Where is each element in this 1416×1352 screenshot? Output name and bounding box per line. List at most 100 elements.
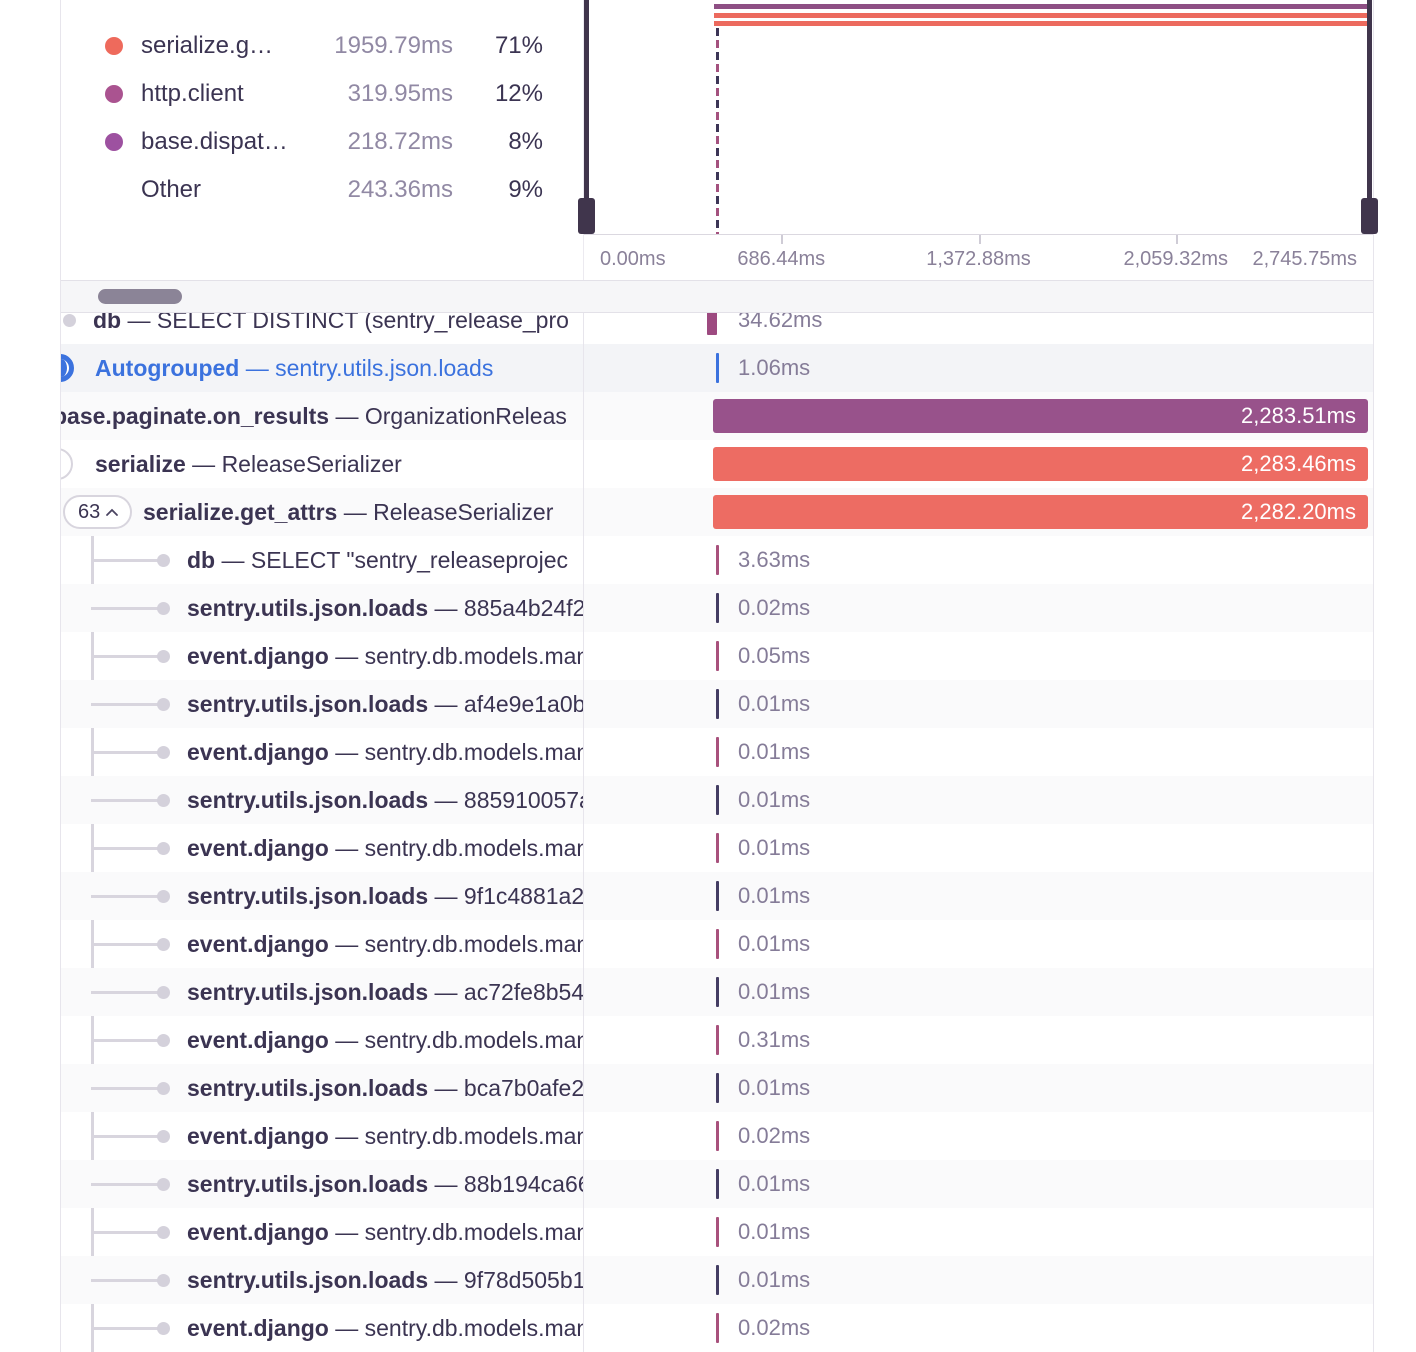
tree-node-dot	[63, 314, 76, 327]
span-bar[interactable]	[716, 785, 719, 815]
span-duration-cell: 0.05ms	[584, 632, 1373, 680]
span-row[interactable]: Autogrouped — sentry.utils.json.loads 1.0…	[61, 344, 1373, 392]
span-bar[interactable]	[716, 833, 719, 863]
minimap-span-line	[714, 4, 1368, 9]
span-bar[interactable]: 2,283.51ms	[713, 399, 1368, 433]
legend-item: http.client 319.95ms 12%	[61, 70, 583, 118]
span-duration: 0.01ms	[738, 1171, 811, 1196]
span-count-pill[interactable]: 63	[63, 495, 133, 529]
span-label: event.django — sentry.db.models.manager	[187, 1123, 583, 1149]
span-op: event.django	[187, 1123, 329, 1149]
span-row[interactable]: event.django — sentry.db.models.manager 0…	[61, 920, 1373, 968]
minimap-span-line	[714, 13, 1368, 18]
tree-node-dot	[157, 650, 170, 663]
span-row[interactable]: event.django — sentry.db.models.manager 0…	[61, 1112, 1373, 1160]
legend-dot-icon	[105, 133, 123, 151]
autogroup-icon[interactable]	[61, 354, 74, 382]
span-row[interactable]: event.django — sentry.db.models.manager 0…	[61, 1016, 1373, 1064]
tree-node-dot	[157, 890, 170, 903]
span-bar[interactable]	[716, 593, 719, 623]
minimap-right-handle[interactable]	[1361, 0, 1378, 234]
span-duration-cell: 0.01ms	[584, 824, 1373, 872]
span-row[interactable]: 63 serialize.get_attrs — ReleaseSerialize…	[61, 488, 1373, 536]
span-duration: 0.01ms	[738, 787, 811, 812]
span-op: sentry.utils.json.loads	[187, 691, 429, 717]
span-row[interactable]: base.paginate.on_results — OrganizationR…	[61, 392, 1373, 440]
span-bar[interactable]	[716, 1313, 719, 1343]
span-row[interactable]: event.django — sentry.db.models.manager 0…	[61, 1208, 1373, 1256]
span-row[interactable]: sentry.utils.json.loads — ac72fe8b54f1 0.…	[61, 968, 1373, 1016]
span-duration-cell: 0.01ms	[584, 968, 1373, 1016]
span-description-cell: sentry.utils.json.loads — 885910057abc	[61, 776, 584, 824]
axis-tick-mark	[1175, 235, 1178, 244]
span-label: base.paginate.on_results — OrganizationR…	[61, 392, 567, 440]
span-bar[interactable]	[716, 353, 719, 383]
span-duration-cell: 2,282.20ms	[584, 488, 1373, 536]
span-description-cell: sentry.utils.json.loads — 9f1c4881a2de	[61, 872, 584, 920]
span-description-cell: db — SELECT "sentry_releaseprojec	[61, 536, 584, 584]
span-row[interactable]: serialize — ReleaseSerializer 2,283.46ms	[61, 440, 1373, 488]
span-bar[interactable]: 2,283.46ms	[713, 447, 1368, 481]
span-duration-cell: 2,283.51ms	[584, 392, 1373, 440]
axis-label: 2,059.32ms	[1123, 248, 1229, 270]
span-row[interactable]: sentry.utils.json.loads — bca7b0afe233 0.…	[61, 1064, 1373, 1112]
span-duration: 0.02ms	[738, 1315, 811, 1340]
span-row[interactable]: sentry.utils.json.loads — 88b194ca66d0 0.…	[61, 1160, 1373, 1208]
tree-branch-line	[91, 991, 159, 994]
span-bar[interactable]	[716, 689, 719, 719]
tree-branch-line	[91, 847, 159, 850]
span-row[interactable]: sentry.utils.json.loads — 885a4b24f2c5 0.…	[61, 584, 1373, 632]
span-duration: 0.05ms	[738, 643, 811, 668]
minimap-right-grip[interactable]	[1361, 198, 1378, 234]
legend-label: Other	[141, 176, 202, 203]
span-bar[interactable]	[716, 1121, 719, 1151]
span-description-cell: serialize.get_attrs — ReleaseSerializer	[61, 488, 584, 536]
span-bar[interactable]	[716, 1025, 719, 1055]
span-description-cell: event.django — sentry.db.models.manager	[61, 920, 584, 968]
span-row[interactable]: db — SELECT DISTINCT (sentry_release_pro…	[61, 313, 1373, 344]
tree-branch-line	[91, 1039, 159, 1042]
axis-tick-mark	[978, 235, 981, 244]
span-op: event.django	[187, 739, 329, 765]
tree-branch-line	[91, 751, 159, 754]
span-bar[interactable]	[716, 737, 719, 767]
span-bar[interactable]	[716, 641, 719, 671]
span-bar[interactable]	[716, 545, 719, 575]
span-duration-cell: 0.01ms	[584, 728, 1373, 776]
legend-duration: 319.95ms	[347, 80, 453, 107]
span-label: sentry.utils.json.loads — 9f1c4881a2de	[187, 883, 584, 909]
legend-item: base.dispat… 218.72ms 8%	[61, 118, 583, 166]
tree-branch-line	[91, 799, 159, 802]
span-op: event.django	[187, 1315, 329, 1341]
span-bar[interactable]	[716, 1217, 719, 1247]
minimap-left-handle[interactable]	[578, 0, 595, 234]
span-bar[interactable]	[716, 929, 719, 959]
span-bar[interactable]	[716, 1073, 719, 1103]
minimap-chart[interactable]	[578, 0, 1378, 235]
span-row[interactable]: sentry.utils.json.loads — 9f1c4881a2de 0.…	[61, 872, 1373, 920]
span-row[interactable]: sentry.utils.json.loads — 9f78d505b1e4 0.…	[61, 1256, 1373, 1304]
span-row[interactable]: event.django — sentry.db.models.manager 0…	[61, 1304, 1373, 1352]
span-op: serialize	[95, 451, 186, 477]
span-bar[interactable]	[716, 1265, 719, 1295]
span-op: sentry.utils.json.loads	[187, 787, 429, 813]
span-row[interactable]: sentry.utils.json.loads — 885910057abc 0.…	[61, 776, 1373, 824]
span-bar[interactable]: 2,282.20ms	[713, 495, 1368, 529]
span-row[interactable]: sentry.utils.json.loads — af4e9e1a0b3c 0.…	[61, 680, 1373, 728]
span-label: db — SELECT DISTINCT (sentry_release_pro	[93, 313, 569, 344]
span-row[interactable]: db — SELECT "sentry_releaseprojec 3.63ms	[61, 536, 1373, 584]
span-row[interactable]: event.django — sentry.db.models.manager 0…	[61, 632, 1373, 680]
span-bar[interactable]	[716, 977, 719, 1007]
span-duration: 0.01ms	[738, 739, 811, 764]
span-duration: 1.06ms	[738, 355, 811, 380]
span-row[interactable]: event.django — sentry.db.models.manager 0…	[61, 728, 1373, 776]
span-bar[interactable]	[707, 313, 717, 335]
minimap-span-line	[714, 21, 1368, 26]
minimap-left-grip[interactable]	[578, 198, 595, 234]
span-bar[interactable]	[716, 1169, 719, 1199]
horizontal-scrollbar[interactable]	[98, 289, 182, 304]
span-bar[interactable]	[716, 881, 719, 911]
tree-node-dot	[157, 1082, 170, 1095]
tree-branch-line	[91, 655, 159, 658]
span-row[interactable]: event.django — sentry.db.models.manager 0…	[61, 824, 1373, 872]
